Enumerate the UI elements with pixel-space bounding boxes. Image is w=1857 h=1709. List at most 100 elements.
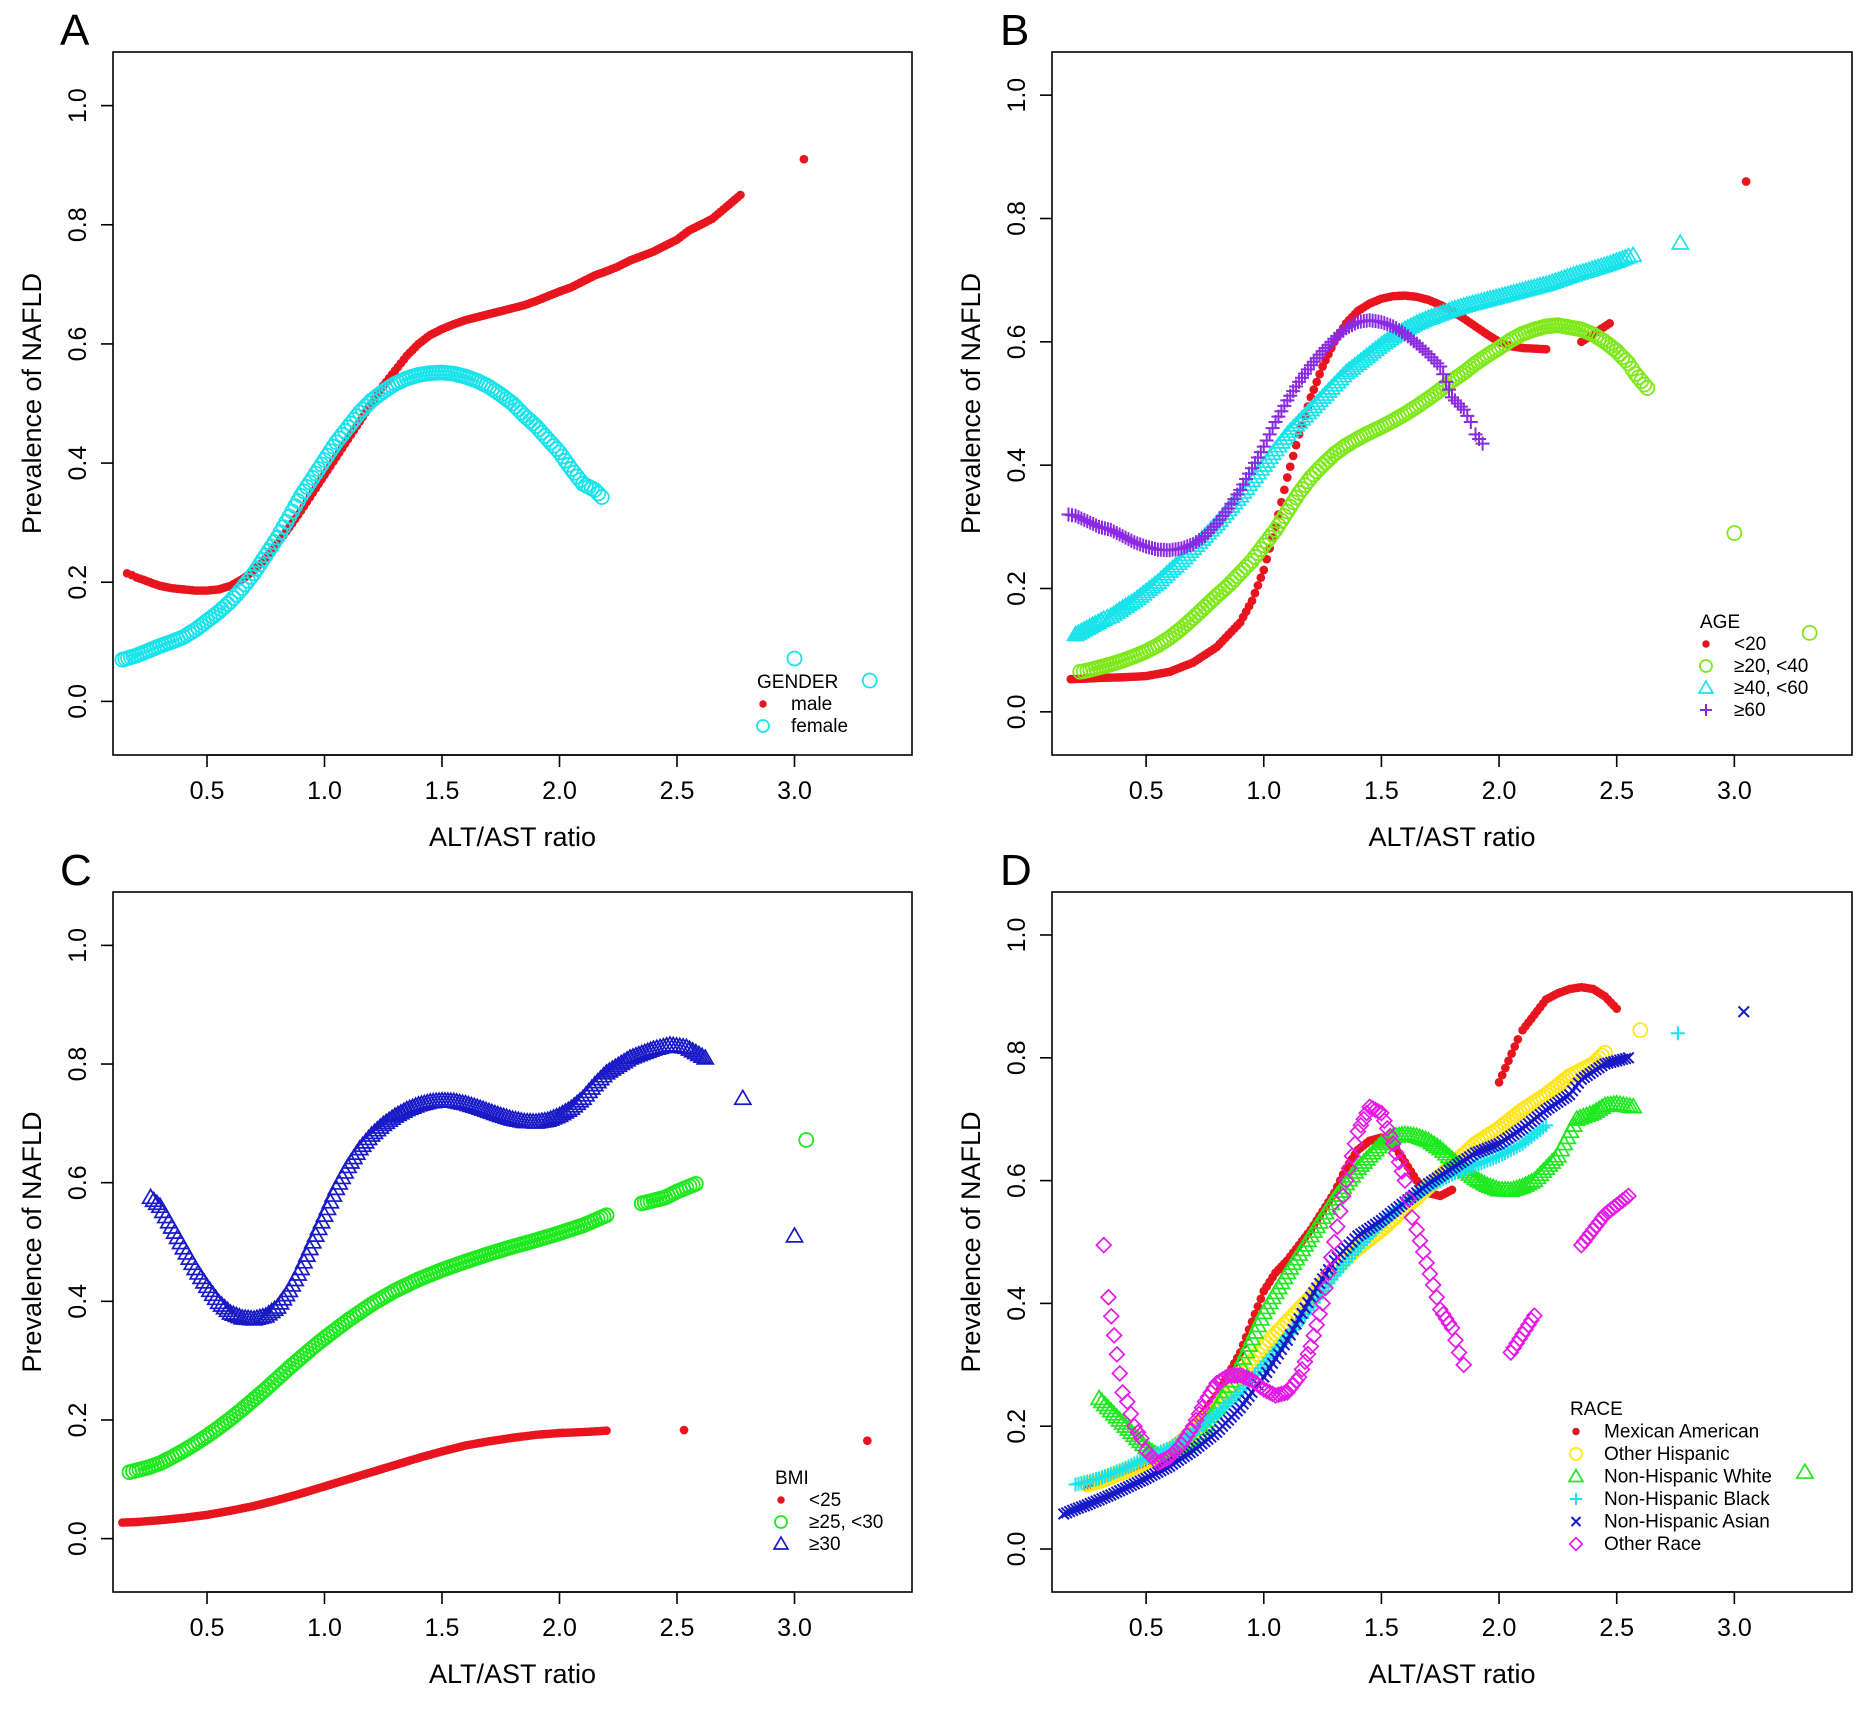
y-tick-label: 1.0 bbox=[64, 88, 92, 123]
data-point bbox=[1168, 553, 1188, 571]
data-point bbox=[1636, 376, 1653, 393]
data-point bbox=[1612, 1004, 1622, 1014]
data-point bbox=[522, 412, 539, 429]
x-tick-label: 0.5 bbox=[1129, 1614, 1164, 1642]
data-point bbox=[1468, 1158, 1483, 1173]
legend-label-non-hispanic-white: Non-Hispanic White bbox=[1604, 1467, 1772, 1488]
data-point bbox=[1149, 1454, 1167, 1472]
x-tick-label: 0.5 bbox=[190, 1614, 225, 1642]
data-point bbox=[1509, 1139, 1524, 1154]
data-point bbox=[588, 1072, 608, 1089]
data-point bbox=[1306, 354, 1321, 369]
data-point bbox=[1265, 421, 1280, 436]
data-point bbox=[1316, 1279, 1335, 1297]
data-point bbox=[269, 1370, 286, 1387]
y-tick-label: 0.6 bbox=[64, 327, 92, 362]
data-point bbox=[1086, 517, 1101, 532]
data-point bbox=[1504, 1056, 1513, 1066]
legend-marker-lt20 bbox=[1702, 640, 1710, 648]
data-point bbox=[1500, 1063, 1510, 1073]
x-tick-label: 2.0 bbox=[1482, 777, 1517, 805]
data-point bbox=[1109, 1464, 1124, 1479]
data-point bbox=[325, 438, 342, 455]
data-point bbox=[1183, 538, 1198, 553]
data-point bbox=[1282, 473, 1292, 482]
data-point bbox=[1101, 1490, 1114, 1503]
x-tick-label: 2.5 bbox=[1599, 1614, 1634, 1642]
data-point bbox=[1185, 610, 1202, 626]
data-point bbox=[1095, 1394, 1115, 1412]
data-point bbox=[1152, 1452, 1170, 1471]
data-point bbox=[1486, 1178, 1506, 1196]
y-tick-label: 1.0 bbox=[64, 928, 92, 963]
data-point bbox=[513, 404, 530, 421]
y-tick-label: 0.4 bbox=[64, 1284, 92, 1319]
series-ge60 bbox=[1061, 313, 1490, 558]
data-point bbox=[1465, 1159, 1480, 1174]
data-point bbox=[1305, 1327, 1323, 1345]
y-tick-label: 0.2 bbox=[1003, 1409, 1031, 1444]
data-point bbox=[1474, 1155, 1489, 1170]
data-point bbox=[1089, 518, 1104, 533]
x-tick-label: 2.5 bbox=[660, 1614, 695, 1642]
data-point bbox=[1256, 439, 1271, 454]
data-point bbox=[1623, 1097, 1643, 1114]
data-point bbox=[591, 1069, 611, 1086]
data-point bbox=[497, 1107, 517, 1125]
data-point bbox=[1322, 1248, 1340, 1266]
data-point bbox=[590, 485, 607, 502]
data-point bbox=[1325, 1233, 1343, 1251]
x-tick-label: 1.0 bbox=[1246, 1614, 1281, 1642]
series-ge30 bbox=[141, 1035, 805, 1326]
data-point bbox=[1372, 1104, 1390, 1122]
data-point bbox=[1541, 344, 1551, 354]
data-point bbox=[1103, 522, 1118, 537]
data-point bbox=[1507, 1049, 1516, 1059]
plot-area bbox=[114, 154, 878, 689]
data-point bbox=[1124, 533, 1139, 548]
data-point bbox=[1127, 535, 1142, 550]
data-point bbox=[1121, 1422, 1141, 1439]
data-point bbox=[570, 1091, 590, 1108]
data-point bbox=[213, 601, 230, 618]
data-point bbox=[1494, 1078, 1504, 1087]
y-axis-title: Prevalence of NAFLD bbox=[17, 273, 47, 534]
series-ge20-lt40 bbox=[1072, 317, 1818, 680]
data-point bbox=[1380, 317, 1395, 332]
data-point bbox=[357, 398, 374, 415]
legend-label-ge60: ≥60 bbox=[1734, 700, 1766, 721]
data-point bbox=[272, 1367, 289, 1384]
data-point bbox=[593, 489, 610, 505]
data-point bbox=[361, 1125, 382, 1142]
data-point bbox=[1182, 612, 1199, 629]
legend-marker-other-hispanic bbox=[1569, 1447, 1583, 1461]
data-point bbox=[1589, 1099, 1609, 1117]
x-tick-label: 0.5 bbox=[1129, 777, 1164, 805]
data-point bbox=[1315, 344, 1330, 359]
legend-title: AGE bbox=[1700, 612, 1740, 633]
data-point bbox=[351, 404, 368, 421]
data-point bbox=[1436, 367, 1451, 382]
data-point bbox=[1080, 514, 1095, 529]
data-point bbox=[1371, 335, 1391, 352]
data-point bbox=[1324, 334, 1339, 349]
data-point bbox=[1134, 1475, 1147, 1488]
data-point bbox=[1320, 451, 1337, 468]
data-point bbox=[1497, 1070, 1507, 1080]
data-point bbox=[1445, 390, 1459, 405]
legend-label-ge40-lt60: ≥40, <60 bbox=[1734, 678, 1808, 699]
data-point bbox=[1632, 1022, 1649, 1039]
data-point bbox=[1390, 1153, 1408, 1171]
data-point bbox=[1374, 315, 1389, 330]
data-point bbox=[598, 1207, 615, 1224]
data-point bbox=[1490, 1138, 1503, 1151]
data-point bbox=[1418, 344, 1433, 359]
data-point bbox=[1111, 1364, 1129, 1382]
legend-label-mexican-american: Mexican American bbox=[1604, 1422, 1759, 1443]
data-point bbox=[1237, 1369, 1255, 1387]
legend: BMI<25≥25, <30≥30 bbox=[772, 1468, 883, 1555]
data-point bbox=[1119, 1482, 1132, 1495]
x-tick-label: 2.0 bbox=[1482, 1614, 1517, 1642]
data-point bbox=[1105, 1326, 1123, 1344]
